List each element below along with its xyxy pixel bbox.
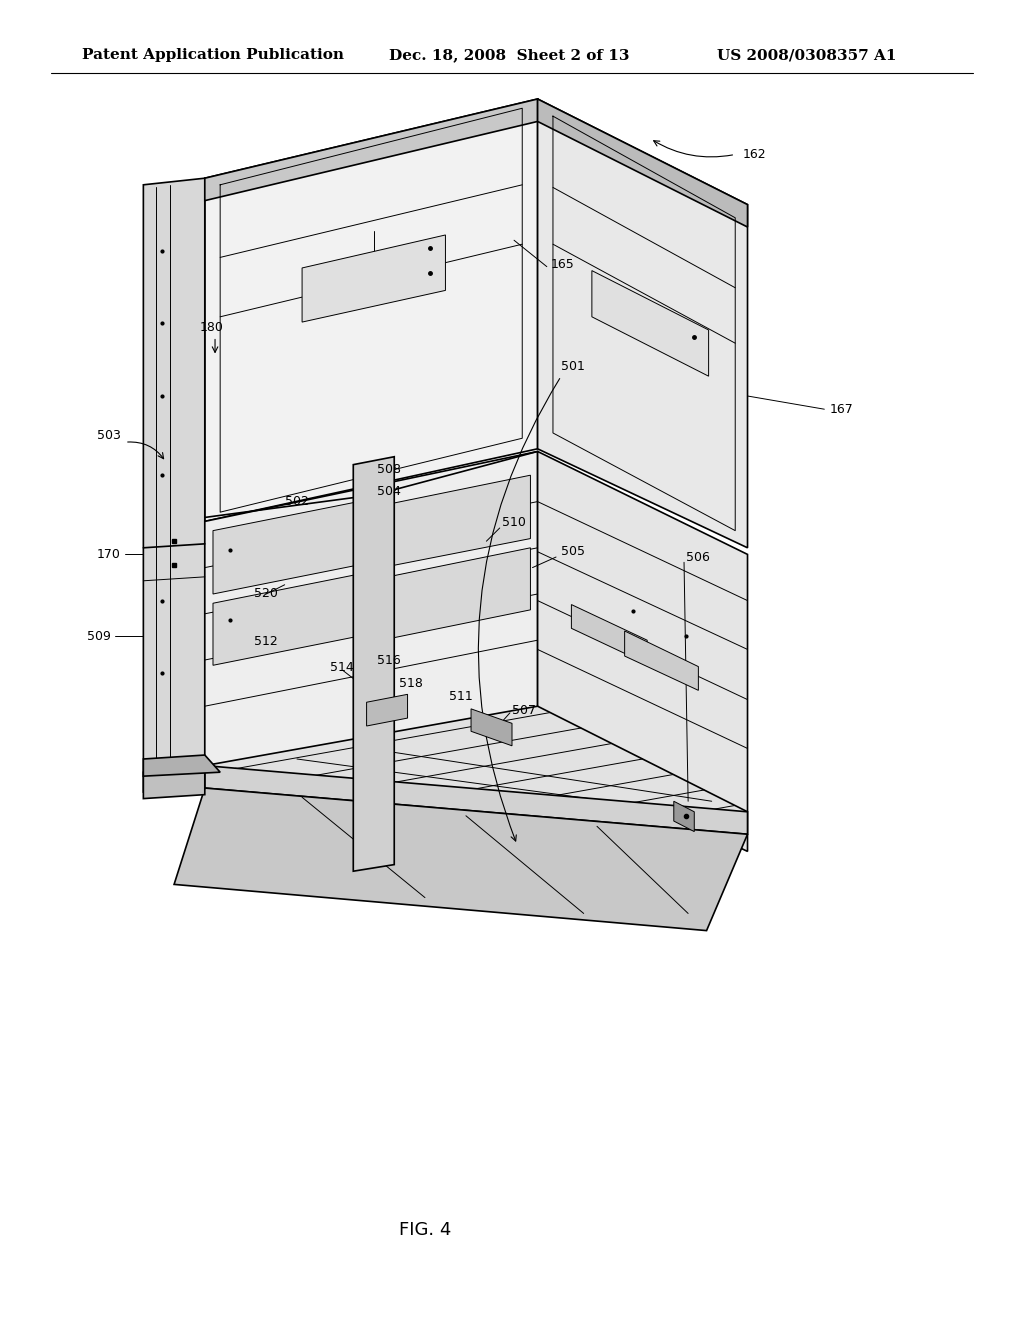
Text: 516: 516 <box>377 653 400 667</box>
Text: 511: 511 <box>449 690 472 704</box>
Text: 167: 167 <box>829 403 853 416</box>
Polygon shape <box>205 451 538 818</box>
Polygon shape <box>538 451 748 851</box>
Text: 162: 162 <box>742 148 766 161</box>
Text: 512: 512 <box>254 635 278 648</box>
Polygon shape <box>592 271 709 376</box>
Text: 506: 506 <box>686 550 710 564</box>
Text: 501: 501 <box>561 360 585 374</box>
Polygon shape <box>625 631 698 690</box>
Text: 520: 520 <box>254 587 278 601</box>
Polygon shape <box>369 548 530 643</box>
Polygon shape <box>143 178 205 792</box>
Text: Patent Application Publication: Patent Application Publication <box>82 49 344 62</box>
Polygon shape <box>571 605 647 664</box>
Polygon shape <box>205 99 538 521</box>
Text: 518: 518 <box>399 677 423 690</box>
Polygon shape <box>213 574 358 665</box>
Polygon shape <box>538 99 748 548</box>
Text: 180: 180 <box>200 321 223 334</box>
Text: FIG. 4: FIG. 4 <box>398 1221 452 1239</box>
Text: 505: 505 <box>561 545 585 558</box>
Polygon shape <box>353 457 394 871</box>
Polygon shape <box>143 755 220 776</box>
Polygon shape <box>205 766 748 834</box>
Text: 165: 165 <box>551 257 574 271</box>
Polygon shape <box>205 99 538 201</box>
Text: 502: 502 <box>285 495 308 508</box>
Polygon shape <box>302 235 445 322</box>
Polygon shape <box>471 709 512 746</box>
Text: 503: 503 <box>97 429 121 442</box>
Text: US 2008/0308357 A1: US 2008/0308357 A1 <box>717 49 896 62</box>
Polygon shape <box>143 768 205 799</box>
Polygon shape <box>367 694 408 726</box>
Text: 514: 514 <box>330 661 353 675</box>
Text: 504: 504 <box>377 484 400 498</box>
Polygon shape <box>174 788 748 931</box>
Polygon shape <box>213 502 358 594</box>
Text: 510: 510 <box>502 516 525 529</box>
Polygon shape <box>369 475 530 570</box>
Polygon shape <box>674 801 694 832</box>
Polygon shape <box>205 706 748 871</box>
Text: 170: 170 <box>97 548 121 561</box>
Polygon shape <box>538 99 748 227</box>
Text: Dec. 18, 2008  Sheet 2 of 13: Dec. 18, 2008 Sheet 2 of 13 <box>389 49 630 62</box>
Text: 508: 508 <box>377 463 400 477</box>
Text: 507: 507 <box>512 704 536 717</box>
Text: 509: 509 <box>87 630 111 643</box>
